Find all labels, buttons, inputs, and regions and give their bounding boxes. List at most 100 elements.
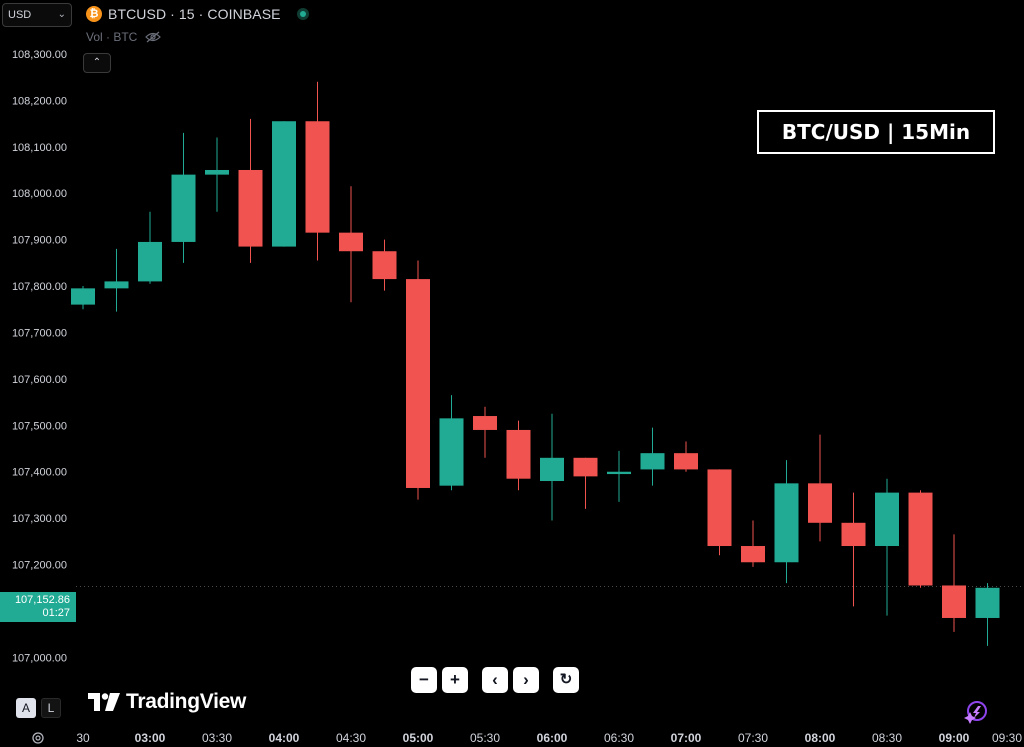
symbol-legend[interactable]: ₿ BTCUSD · 15 · COINBASE bbox=[86, 5, 309, 23]
bitcoin-icon: ₿ bbox=[86, 6, 102, 22]
auto-scale-button[interactable]: A bbox=[16, 698, 36, 718]
scroll-right-button[interactable]: › bbox=[513, 667, 539, 693]
candle-0[interactable] bbox=[71, 286, 95, 310]
candle-18[interactable] bbox=[674, 441, 698, 472]
time-axis-label: 06:30 bbox=[604, 731, 634, 745]
candle-24[interactable] bbox=[875, 478, 899, 616]
time-axis-label: 04:00 bbox=[269, 731, 300, 745]
price-axis-label: 107,000.00 bbox=[12, 652, 67, 664]
candle-body bbox=[540, 457, 564, 482]
candle-13[interactable] bbox=[506, 420, 531, 491]
price-axis-label: 107,200.00 bbox=[12, 560, 67, 572]
chevron-up-icon: ⌃ bbox=[92, 57, 102, 68]
price-axis-label: 107,500.00 bbox=[12, 420, 67, 432]
tradingview-logo-icon bbox=[88, 693, 120, 711]
candle-body bbox=[674, 453, 698, 470]
scroll-left-button[interactable]: ‹ bbox=[482, 667, 508, 693]
time-axis[interactable]: 30 03:00 03:30 04:00 04:30 05:00 05:30 06:00 06:… bbox=[76, 731, 1022, 745]
candle-4[interactable] bbox=[205, 137, 229, 212]
candle-11[interactable] bbox=[439, 395, 464, 491]
time-axis-label: 07:30 bbox=[738, 731, 768, 745]
eye-off-icon[interactable] bbox=[145, 31, 162, 43]
time-axis-label: 06:00 bbox=[537, 731, 568, 745]
candle-body bbox=[875, 492, 899, 547]
volume-label: Vol · BTC bbox=[86, 30, 138, 44]
candle-14[interactable] bbox=[540, 413, 564, 521]
price-axis[interactable]: 107,000.00107,100.00107,200.00107,300.00… bbox=[12, 49, 67, 665]
price-axis-label: 107,400.00 bbox=[12, 467, 67, 479]
candle-3[interactable] bbox=[171, 132, 196, 263]
tradingview-logo[interactable]: TradingView bbox=[88, 690, 246, 714]
sparkle-icon[interactable] bbox=[962, 698, 990, 724]
candle-body bbox=[707, 469, 732, 547]
price-axis-label: 107,300.00 bbox=[12, 513, 67, 525]
candle-1[interactable] bbox=[104, 248, 129, 312]
chart-title-box: BTC/USD | 15Min bbox=[757, 110, 995, 154]
candle-body bbox=[104, 281, 129, 289]
candle-19[interactable] bbox=[707, 469, 732, 556]
bar-countdown: 01:27 bbox=[42, 607, 70, 619]
live-status-dot bbox=[296, 8, 309, 20]
candle-body bbox=[808, 483, 832, 523]
candle-body bbox=[339, 232, 363, 252]
candle-15[interactable] bbox=[573, 457, 598, 509]
symbol-title[interactable]: BTCUSD · 15 · COINBASE bbox=[108, 6, 281, 22]
candle-10[interactable] bbox=[406, 260, 430, 500]
candle-body bbox=[272, 121, 296, 247]
candle-27[interactable] bbox=[975, 583, 1000, 646]
time-axis-label: 09:00 bbox=[939, 731, 970, 745]
volume-legend[interactable]: Vol · BTC bbox=[86, 30, 162, 44]
last-price-tag: 107,152.86 01:27 bbox=[0, 592, 76, 622]
time-axis-label: 07:00 bbox=[671, 731, 702, 745]
candle-6[interactable] bbox=[272, 121, 296, 247]
candle-20[interactable] bbox=[741, 520, 765, 567]
price-axis-label: 108,200.00 bbox=[12, 95, 67, 107]
tradingview-logo-text: TradingView bbox=[126, 690, 247, 713]
price-axis-label: 107,800.00 bbox=[12, 281, 67, 293]
zoom-in-button[interactable]: + bbox=[442, 667, 468, 693]
candle-7[interactable] bbox=[305, 81, 330, 261]
price-axis-label: 107,600.00 bbox=[12, 374, 67, 386]
candle-body bbox=[205, 169, 229, 175]
gear-icon[interactable] bbox=[31, 731, 45, 745]
candle-body bbox=[473, 416, 497, 430]
candle-body bbox=[942, 585, 966, 618]
candle-9[interactable] bbox=[372, 239, 397, 291]
collapse-legend-button[interactable]: ⌃ bbox=[83, 53, 111, 73]
candle-23[interactable] bbox=[841, 492, 866, 607]
log-scale-button[interactable]: L bbox=[41, 698, 61, 718]
candle-16[interactable] bbox=[607, 450, 631, 502]
time-axis-label: 08:30 bbox=[872, 731, 902, 745]
candle-26[interactable] bbox=[942, 534, 966, 632]
candle-25[interactable] bbox=[908, 490, 933, 588]
candle-17[interactable] bbox=[640, 427, 665, 486]
time-axis-label: 03:00 bbox=[135, 731, 166, 745]
time-axis-label: 09:30 bbox=[992, 731, 1022, 745]
reset-chart-button[interactable]: ↻ bbox=[553, 667, 579, 693]
zoom-out-button[interactable]: − bbox=[411, 667, 437, 693]
time-axis-label: 03:30 bbox=[202, 731, 232, 745]
candle-12[interactable] bbox=[473, 406, 497, 458]
candle-body bbox=[71, 288, 95, 305]
candle-body bbox=[372, 251, 397, 280]
candles-layer bbox=[71, 81, 1000, 646]
candle-5[interactable] bbox=[238, 118, 263, 263]
time-axis-label: 08:00 bbox=[805, 731, 836, 745]
time-axis-label: 04:30 bbox=[336, 731, 366, 745]
candle-body bbox=[607, 471, 631, 475]
candle-21[interactable] bbox=[774, 460, 799, 584]
candle-2[interactable] bbox=[138, 211, 162, 284]
candle-body bbox=[774, 483, 799, 563]
candle-body bbox=[138, 241, 162, 282]
candle-body bbox=[841, 522, 866, 547]
candle-8[interactable] bbox=[339, 186, 363, 303]
candle-body bbox=[573, 457, 598, 477]
candle-22[interactable] bbox=[808, 434, 832, 542]
last-price-value: 107,152.86 bbox=[14, 594, 70, 606]
currency-select[interactable]: USD ⌄ bbox=[2, 3, 72, 27]
candle-body bbox=[640, 453, 665, 470]
candle-body bbox=[506, 429, 531, 479]
candle-body bbox=[741, 546, 765, 563]
